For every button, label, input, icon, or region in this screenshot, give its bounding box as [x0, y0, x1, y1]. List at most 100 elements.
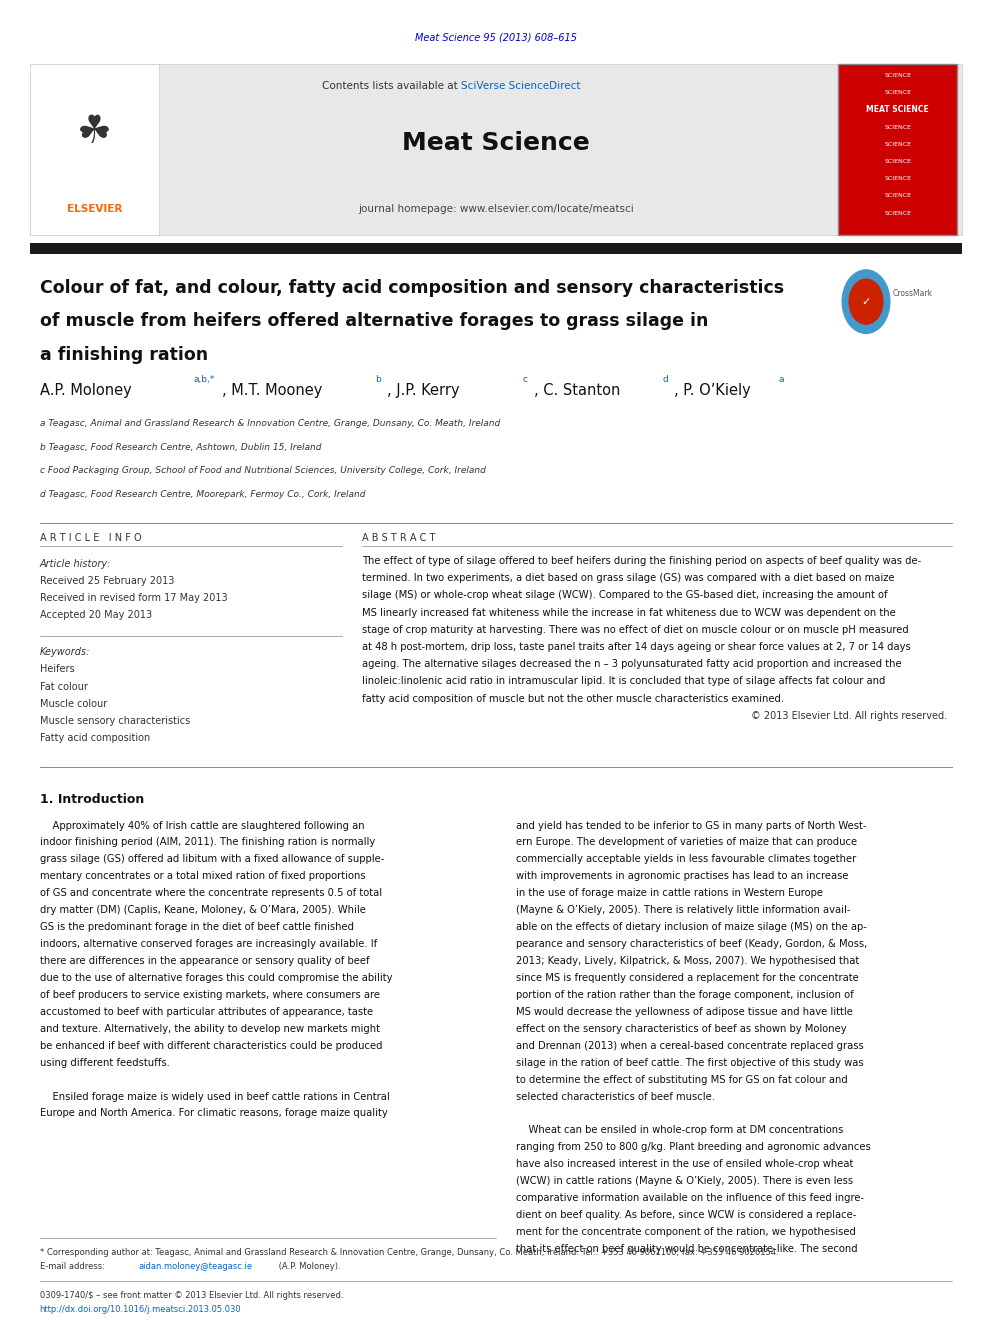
Text: that its effect on beef quality would be concentrate-like. The second: that its effect on beef quality would be…	[516, 1244, 857, 1254]
Text: , P. O’Kiely: , P. O’Kiely	[674, 382, 755, 398]
Text: comparative information available on the influence of this feed ingre-: comparative information available on the…	[516, 1193, 864, 1203]
Text: Contents lists available at: Contents lists available at	[322, 81, 461, 91]
Text: commercially acceptable yields in less favourable climates together: commercially acceptable yields in less f…	[516, 855, 856, 864]
Text: Meat Science: Meat Science	[402, 131, 590, 155]
Text: Keywords:: Keywords:	[40, 647, 90, 658]
Text: portion of the ration rather than the forage component, inclusion of: portion of the ration rather than the fo…	[516, 990, 853, 1000]
Text: GS is the predominant forage in the diet of beef cattle finished: GS is the predominant forage in the diet…	[40, 922, 354, 933]
Text: aidan.moloney@teagasc.ie: aidan.moloney@teagasc.ie	[139, 1262, 253, 1270]
Text: grass silage (GS) offered ad libitum with a fixed allowance of supple-: grass silage (GS) offered ad libitum wit…	[40, 855, 384, 864]
Text: Colour of fat, and colour, fatty acid composition and sensory characteristics: Colour of fat, and colour, fatty acid co…	[40, 279, 784, 298]
Text: using different feedstuffs.: using different feedstuffs.	[40, 1057, 170, 1068]
Text: c: c	[523, 376, 528, 384]
Text: b Teagasc, Food Research Centre, Ashtown, Dublin 15, Ireland: b Teagasc, Food Research Centre, Ashtown…	[40, 443, 321, 451]
Text: Heifers: Heifers	[40, 664, 74, 675]
Text: SCIENCE: SCIENCE	[884, 193, 912, 198]
Text: SCIENCE: SCIENCE	[884, 73, 912, 78]
Text: a: a	[779, 376, 785, 384]
Text: and texture. Alternatively, the ability to develop new markets might: and texture. Alternatively, the ability …	[40, 1024, 380, 1033]
Text: termined. In two experiments, a diet based on grass silage (GS) was compared wit: termined. In two experiments, a diet bas…	[362, 573, 895, 583]
Text: Europe and North America. For climatic reasons, forage maize quality: Europe and North America. For climatic r…	[40, 1109, 388, 1118]
Text: SCIENCE: SCIENCE	[884, 176, 912, 181]
Text: a,b,*: a,b,*	[193, 376, 214, 384]
Text: 2013; Keady, Lively, Kilpatrick, & Moss, 2007). We hypothesised that: 2013; Keady, Lively, Kilpatrick, & Moss,…	[516, 957, 859, 966]
Text: dry matter (DM) (Caplis, Keane, Moloney, & O’Mara, 2005). While: dry matter (DM) (Caplis, Keane, Moloney,…	[40, 905, 366, 916]
Text: effect on the sensory characteristics of beef as shown by Moloney: effect on the sensory characteristics of…	[516, 1024, 846, 1033]
Text: c Food Packaging Group, School of Food and Nutritional Sciences, University Coll: c Food Packaging Group, School of Food a…	[40, 467, 485, 475]
Text: since MS is frequently considered a replacement for the concentrate: since MS is frequently considered a repl…	[516, 972, 859, 983]
Text: Muscle colour: Muscle colour	[40, 699, 107, 709]
Text: Article history:: Article history:	[40, 558, 111, 569]
Text: indoors, alternative conserved forages are increasingly available. If: indoors, alternative conserved forages a…	[40, 939, 377, 949]
Text: Muscle sensory characteristics: Muscle sensory characteristics	[40, 716, 189, 726]
Text: silage (MS) or whole-crop wheat silage (WCW). Compared to the GS-based diet, inc: silage (MS) or whole-crop wheat silage (…	[362, 590, 888, 601]
FancyBboxPatch shape	[30, 64, 962, 235]
Text: and Drennan (2013) when a cereal-based concentrate replaced grass: and Drennan (2013) when a cereal-based c…	[516, 1041, 864, 1050]
Text: of GS and concentrate where the concentrate represents 0.5 of total: of GS and concentrate where the concentr…	[40, 888, 382, 898]
FancyBboxPatch shape	[838, 64, 957, 235]
Text: linoleic:linolenic acid ratio in intramuscular lipid. It is concluded that type : linoleic:linolenic acid ratio in intramu…	[362, 676, 886, 687]
Circle shape	[849, 279, 883, 324]
Text: Received 25 February 2013: Received 25 February 2013	[40, 576, 174, 586]
Text: * Corresponding author at: Teagasc, Animal and Grassland Research & Innovation C: * Corresponding author at: Teagasc, Anim…	[40, 1249, 779, 1257]
Text: , C. Stanton: , C. Stanton	[534, 382, 625, 398]
Text: to determine the effect of substituting MS for GS on fat colour and: to determine the effect of substituting …	[516, 1074, 847, 1085]
Text: Wheat can be ensiled in whole-crop form at DM concentrations: Wheat can be ensiled in whole-crop form …	[516, 1126, 843, 1135]
Text: ranging from 250 to 800 g/kg. Plant breeding and agronomic advances: ranging from 250 to 800 g/kg. Plant bree…	[516, 1142, 871, 1152]
Text: due to the use of alternative forages this could compromise the ability: due to the use of alternative forages th…	[40, 972, 392, 983]
Text: 0309-1740/$ – see front matter © 2013 Elsevier Ltd. All rights reserved.: 0309-1740/$ – see front matter © 2013 El…	[40, 1291, 343, 1299]
Text: indoor finishing period (AIM, 2011). The finishing ration is normally: indoor finishing period (AIM, 2011). The…	[40, 837, 375, 848]
Text: ern Europe. The development of varieties of maize that can produce: ern Europe. The development of varieties…	[516, 837, 857, 848]
Text: The effect of type of silage offered to beef heifers during the finishing period: The effect of type of silage offered to …	[362, 556, 922, 566]
Text: selected characteristics of beef muscle.: selected characteristics of beef muscle.	[516, 1091, 715, 1102]
Text: Meat Science 95 (2013) 608–615: Meat Science 95 (2013) 608–615	[415, 32, 577, 42]
Text: d Teagasc, Food Research Centre, Moorepark, Fermoy Co., Cork, Ireland: d Teagasc, Food Research Centre, Moorepa…	[40, 491, 365, 499]
Text: there are differences in the appearance or sensory quality of beef: there are differences in the appearance …	[40, 957, 369, 966]
Text: A.P. Moloney: A.P. Moloney	[40, 382, 136, 398]
Text: ELSEVIER: ELSEVIER	[66, 204, 122, 214]
Text: able on the effects of dietary inclusion of maize silage (MS) on the ap-: able on the effects of dietary inclusion…	[516, 922, 867, 933]
Text: silage in the ration of beef cattle. The first objective of this study was: silage in the ration of beef cattle. The…	[516, 1057, 863, 1068]
Text: E-mail address:: E-mail address:	[40, 1262, 107, 1270]
Text: ☘: ☘	[76, 114, 112, 151]
Text: MEAT SCIENCE: MEAT SCIENCE	[866, 106, 930, 114]
Text: of beef producers to service existing markets, where consumers are: of beef producers to service existing ma…	[40, 990, 380, 1000]
Text: SCIENCE: SCIENCE	[884, 90, 912, 95]
Text: ✓: ✓	[861, 296, 871, 307]
Text: http://dx.doi.org/10.1016/j.meatsci.2013.05.030: http://dx.doi.org/10.1016/j.meatsci.2013…	[40, 1306, 241, 1314]
Text: SCIENCE: SCIENCE	[884, 142, 912, 147]
Text: in the use of forage maize in cattle rations in Western Europe: in the use of forage maize in cattle rat…	[516, 888, 822, 898]
Text: accustomed to beef with particular attributes of appearance, taste: accustomed to beef with particular attri…	[40, 1007, 373, 1017]
Text: stage of crop maturity at harvesting. There was no effect of diet on muscle colo: stage of crop maturity at harvesting. Th…	[362, 624, 909, 635]
Text: , J.P. Kerry: , J.P. Kerry	[387, 382, 464, 398]
Text: CrossMark: CrossMark	[893, 290, 932, 298]
Text: journal homepage: www.elsevier.com/locate/meatsci: journal homepage: www.elsevier.com/locat…	[358, 204, 634, 214]
Text: pearance and sensory characteristics of beef (Keady, Gordon, & Moss,: pearance and sensory characteristics of …	[516, 939, 867, 949]
Text: of muscle from heifers offered alternative forages to grass silage in: of muscle from heifers offered alternati…	[40, 312, 708, 331]
Text: , M.T. Mooney: , M.T. Mooney	[222, 382, 327, 398]
Text: MS would decrease the yellowness of adipose tissue and have little: MS would decrease the yellowness of adip…	[516, 1007, 853, 1017]
Text: Ensiled forage maize is widely used in beef cattle rations in Central: Ensiled forage maize is widely used in b…	[40, 1091, 390, 1102]
Text: Fatty acid composition: Fatty acid composition	[40, 733, 150, 744]
Text: 1. Introduction: 1. Introduction	[40, 792, 144, 806]
Text: Accepted 20 May 2013: Accepted 20 May 2013	[40, 610, 152, 620]
Text: and yield has tended to be inferior to GS in many parts of North West-: and yield has tended to be inferior to G…	[516, 820, 866, 831]
Text: ment for the concentrate component of the ration, we hypothesised: ment for the concentrate component of th…	[516, 1226, 856, 1237]
Text: b: b	[375, 376, 381, 384]
Text: a Teagasc, Animal and Grassland Research & Innovation Centre, Grange, Dunsany, C: a Teagasc, Animal and Grassland Research…	[40, 419, 500, 427]
Text: Received in revised form 17 May 2013: Received in revised form 17 May 2013	[40, 593, 227, 603]
Text: fatty acid composition of muscle but not the other muscle characteristics examin: fatty acid composition of muscle but not…	[362, 693, 785, 704]
Text: SCIENCE: SCIENCE	[884, 210, 912, 216]
Text: ageing. The alternative silages decreased the n – 3 polyunsaturated fatty acid p: ageing. The alternative silages decrease…	[362, 659, 902, 669]
Text: SCIENCE: SCIENCE	[884, 159, 912, 164]
Text: with improvements in agronomic practises has lead to an increase: with improvements in agronomic practises…	[516, 872, 848, 881]
Text: SCIENCE: SCIENCE	[884, 124, 912, 130]
Text: A R T I C L E   I N F O: A R T I C L E I N F O	[40, 533, 141, 544]
Text: SciVerse ScienceDirect: SciVerse ScienceDirect	[461, 81, 580, 91]
Text: Approximately 40% of Irish cattle are slaughtered following an: Approximately 40% of Irish cattle are sl…	[40, 820, 364, 831]
Text: © 2013 Elsevier Ltd. All rights reserved.: © 2013 Elsevier Ltd. All rights reserved…	[751, 710, 947, 721]
Text: have also increased interest in the use of ensiled whole-crop wheat: have also increased interest in the use …	[516, 1159, 853, 1170]
Circle shape	[842, 270, 890, 333]
Text: dient on beef quality. As before, since WCW is considered a replace-: dient on beef quality. As before, since …	[516, 1211, 856, 1220]
Text: A B S T R A C T: A B S T R A C T	[362, 533, 435, 544]
